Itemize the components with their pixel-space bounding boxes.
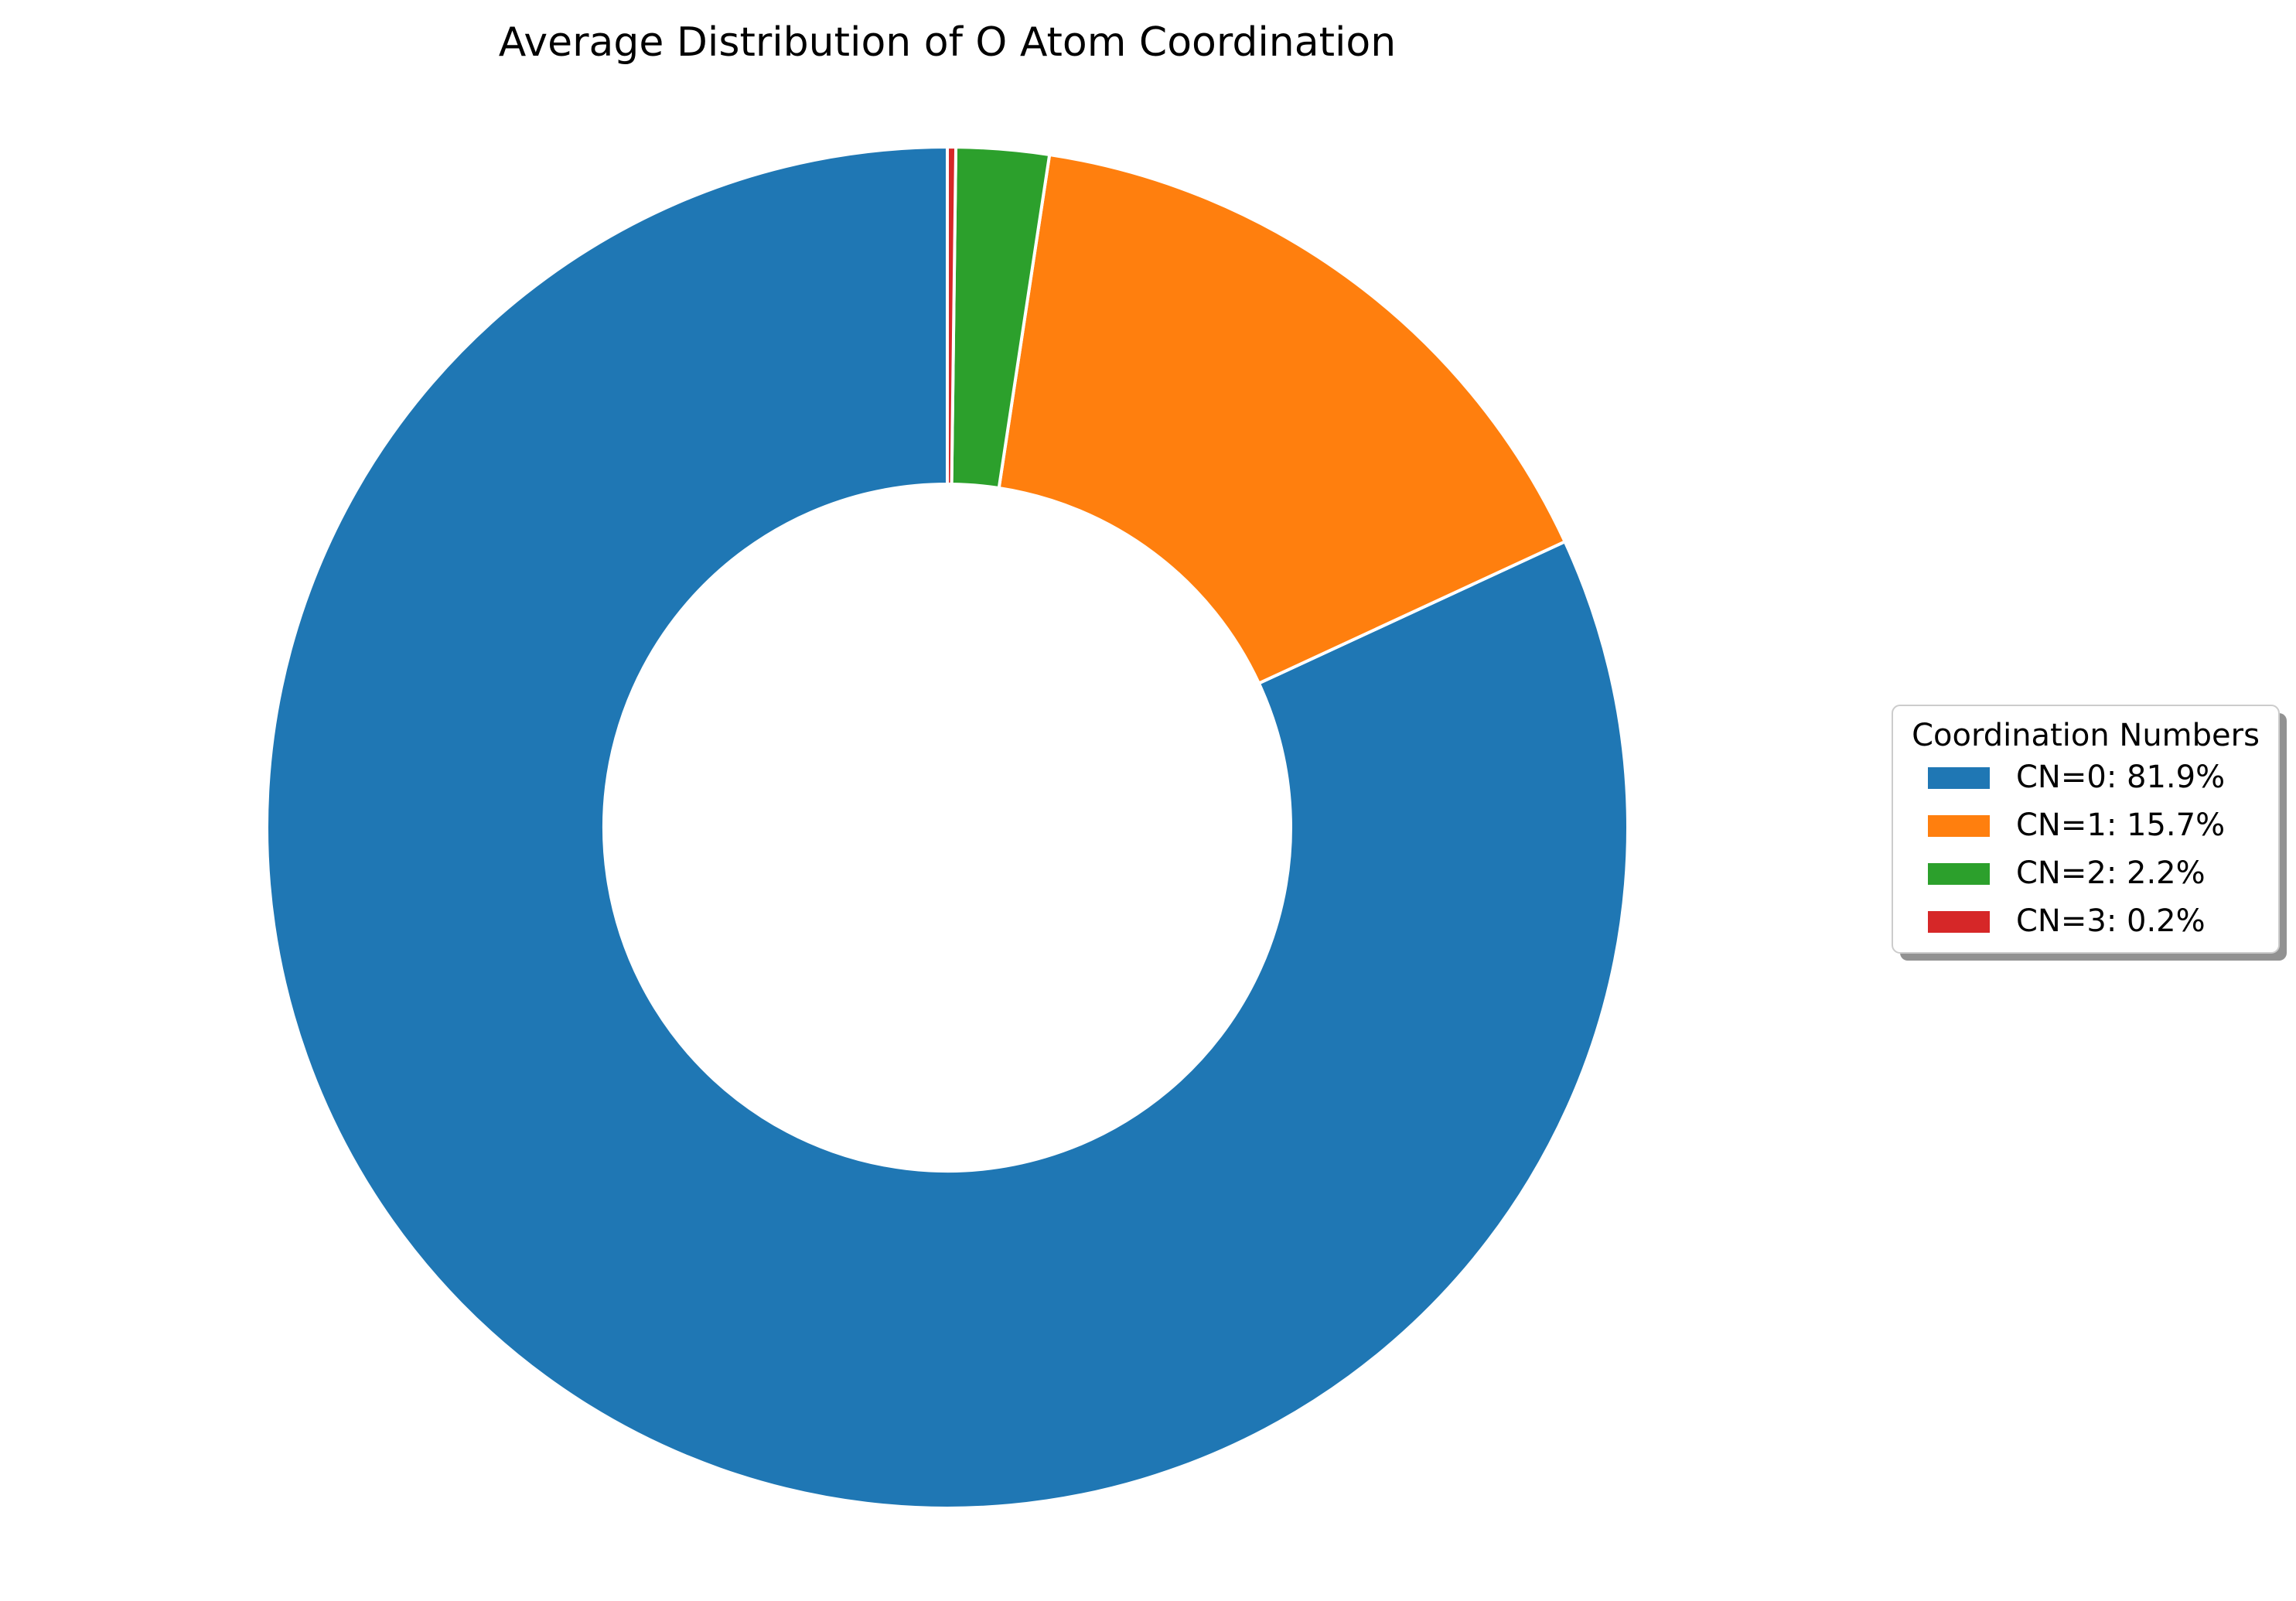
- legend-label-cn-0: CN=0: 81.9%: [2016, 760, 2225, 795]
- chart-title: Average Distribution of O Atom Coordinat…: [499, 19, 1396, 66]
- legend-swatch-cn-1: [1928, 815, 1990, 837]
- legend-label-cn-2: CN=2: 2.2%: [2016, 855, 2206, 891]
- donut-slice-cn-1: [997, 152, 1567, 685]
- donut-chart: [265, 145, 1629, 1510]
- donut-slice-cn-0: [265, 145, 1629, 1510]
- legend-label-cn-1: CN=1: 15.7%: [2016, 807, 2225, 843]
- donut-slice-cn-3: [946, 145, 958, 486]
- legend-swatch-cn-3: [1928, 911, 1990, 933]
- legend-title: Coordination Numbers: [1912, 718, 2260, 753]
- legend: Coordination Numbers CN=0: 81.9% CN=1: 15…: [1892, 705, 2287, 961]
- legend-swatch-cn-2: [1928, 863, 1990, 885]
- legend-items: CN=0: 81.9% CN=1: 15.7% CN=2: 2.2% CN=3: 0.…: [1928, 760, 2225, 939]
- legend-label-cn-3: CN=3: 0.2%: [2016, 903, 2206, 939]
- legend-swatch-cn-0: [1928, 767, 1990, 789]
